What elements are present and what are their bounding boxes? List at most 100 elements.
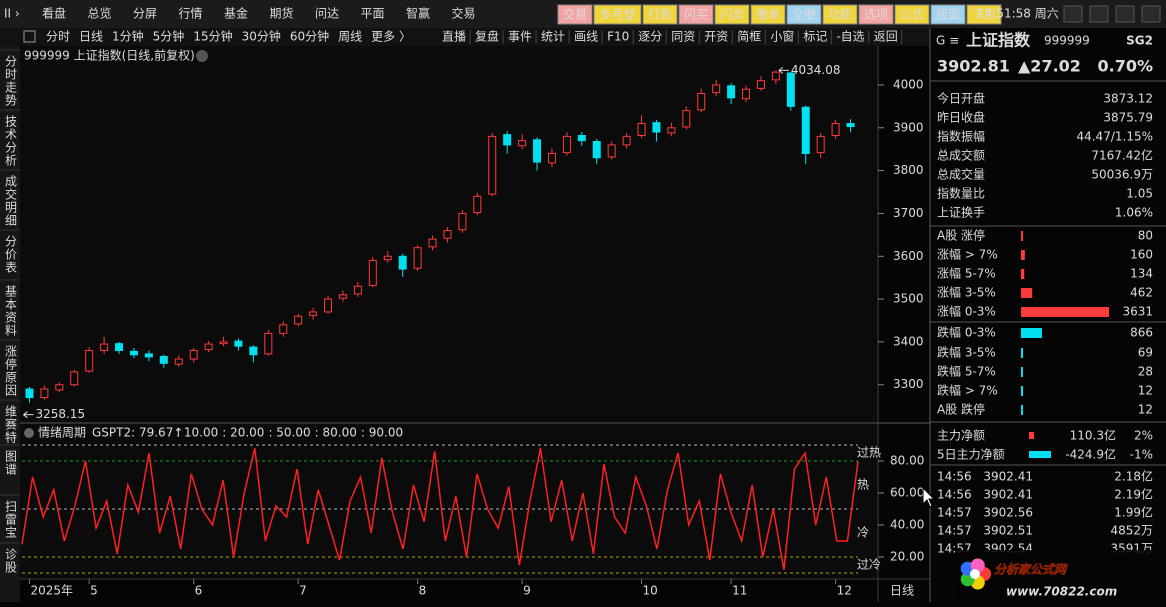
tool-button[interactable]: 逐分 [638, 30, 662, 44]
toolbar-button[interactable] [930, 4, 966, 25]
toolbar-button[interactable] [786, 4, 822, 25]
toolbar-button[interactable] [894, 4, 930, 25]
toolbar-button-label[interactable]: 功能 [828, 8, 852, 22]
side-tab[interactable]: 分价表 [4, 235, 18, 274]
quote-change: ▲27.02 [1018, 57, 1081, 76]
menu-item[interactable]: 交易 [452, 6, 476, 21]
toolbar-button-label[interactable]: 版面 [936, 8, 960, 22]
period-tab[interactable]: 日线 [79, 30, 103, 44]
menu-item[interactable]: 行情 [179, 7, 203, 21]
window-icon[interactable] [1115, 5, 1135, 23]
title-dropdown[interactable] [196, 50, 208, 62]
toolbar-button-label[interactable]: 闪买 [684, 8, 708, 22]
candle-body [383, 255, 392, 261]
toolbar-button[interactable] [678, 4, 714, 25]
breadth-label: 涨幅 0-3% [937, 304, 996, 319]
side-tab[interactable]: 涨停原因 [4, 344, 18, 397]
period-tab[interactable]: 15分钟 [193, 29, 232, 44]
tool-button[interactable]: 统计 [541, 30, 565, 44]
toolbar-button-label[interactable]: 公式 [900, 8, 924, 22]
period-tab[interactable]: 30分钟 [242, 29, 281, 44]
tool-button[interactable]: 返回 [874, 30, 898, 44]
candle-body [368, 260, 377, 286]
x-tick-label: 8 [419, 584, 427, 598]
candle-body [294, 315, 303, 325]
tool-button[interactable]: 小窗 [770, 30, 794, 44]
menu-item[interactable]: 智赢 [406, 6, 430, 21]
period-tab[interactable]: 5分钟 [153, 29, 185, 44]
toolbar-button-label[interactable]: 交易 [563, 7, 587, 22]
indicator-icon[interactable] [24, 428, 34, 438]
level-label: : 80.00 [315, 426, 357, 440]
toolbar-button[interactable] [858, 4, 894, 25]
menu-item[interactable]: 总览 [88, 6, 112, 21]
toolbar-button[interactable] [714, 4, 750, 25]
side-tab[interactable]: 分时走势 [4, 55, 18, 107]
tool-button[interactable]: 开资 [704, 30, 728, 44]
tool-button[interactable]: 复盘 [475, 29, 499, 44]
tool-button[interactable]: 简框 [737, 30, 761, 44]
toolbar-button[interactable] [750, 4, 786, 25]
period-tab[interactable]: 60分钟 [290, 29, 329, 44]
candle-body [801, 106, 810, 154]
flow-value: 110.3亿 [1070, 428, 1116, 443]
candle-body [518, 140, 527, 147]
menu-item[interactable]: 分屏 [133, 7, 157, 21]
side-tab[interactable]: 诊股 [4, 548, 18, 574]
toolbar-button[interactable] [642, 4, 678, 25]
side-tab[interactable]: 维赛特 [4, 405, 18, 444]
tool-button[interactable]: F10 [607, 30, 629, 44]
tool-button[interactable]: 画线 [574, 30, 598, 44]
menu-item[interactable]: 问达 [315, 7, 339, 21]
toolbar-icon[interactable] [23, 30, 36, 43]
period-tab[interactable]: 分时 [46, 30, 70, 44]
side-tab[interactable]: 成交明细 [4, 175, 18, 227]
side-tab[interactable]: 技术分析 [4, 115, 18, 167]
toolbar-button-label[interactable]: 下页 [972, 8, 996, 22]
y-tick-label: 3300 [893, 377, 924, 391]
menu-item[interactable]: 看盘 [42, 6, 66, 21]
menu-item[interactable]: 基金 [224, 6, 248, 21]
period-tab[interactable]: 更多 〉 [371, 30, 411, 44]
period-tab[interactable]: 1分钟 [112, 29, 144, 44]
toolbar-button[interactable] [966, 4, 1002, 25]
toolbar-button[interactable] [593, 4, 642, 25]
nav-icon[interactable]: II › [4, 7, 20, 21]
menu-item[interactable]: 期货 [270, 6, 294, 21]
window-icon[interactable] [1141, 5, 1161, 23]
menu-item[interactable]: 平面 [361, 7, 385, 21]
tool-button[interactable]: -自选 [836, 30, 864, 44]
candle-body [85, 349, 94, 372]
window-icon[interactable] [1089, 5, 1109, 23]
breadth-label: A股 涨停 [937, 228, 985, 243]
side-tab[interactable]: 图谱 [4, 450, 18, 476]
toolbar-button-label[interactable]: 打新 [648, 7, 672, 22]
toolbar-button-label[interactable]: 多号登 [599, 7, 635, 22]
window-icon[interactable] [1063, 5, 1083, 23]
tool-button[interactable]: 事件 [508, 30, 532, 44]
toolbar-button[interactable] [557, 4, 593, 25]
period-tab[interactable]: 周线 [338, 30, 362, 44]
breadth-bar [1021, 367, 1023, 377]
tool-button[interactable]: 标记 [803, 30, 827, 44]
side-tab[interactable]: 扫雷宝 [4, 500, 18, 539]
toolbar-button-label[interactable]: 撤单 [756, 7, 780, 22]
clock: 14:51:58 周六 [977, 7, 1059, 21]
y-tick-label: 4000 [893, 77, 924, 91]
breadth-value: 866 [1130, 326, 1153, 340]
candle-body [727, 85, 736, 99]
tool-button[interactable]: 同资 [671, 30, 695, 44]
side-tab[interactable]: 基本资料 [4, 285, 18, 337]
toolbar-button[interactable] [822, 4, 858, 25]
toolbar-button-label[interactable]: 选项 [864, 8, 888, 22]
tick-price: 3902.41 [983, 470, 1033, 484]
period-label: 日线 [890, 584, 914, 598]
breadth-bar [1021, 269, 1025, 279]
tool-button[interactable]: 直播 [442, 30, 466, 44]
candle-body [562, 135, 571, 154]
toolbar-button-label[interactable]: 全撤 [792, 7, 816, 22]
stat-value: 1.05 [1126, 187, 1153, 201]
stat-value: 44.47/1.15% [1076, 130, 1153, 144]
toolbar-button-label[interactable]: 闪卖 [720, 8, 744, 22]
